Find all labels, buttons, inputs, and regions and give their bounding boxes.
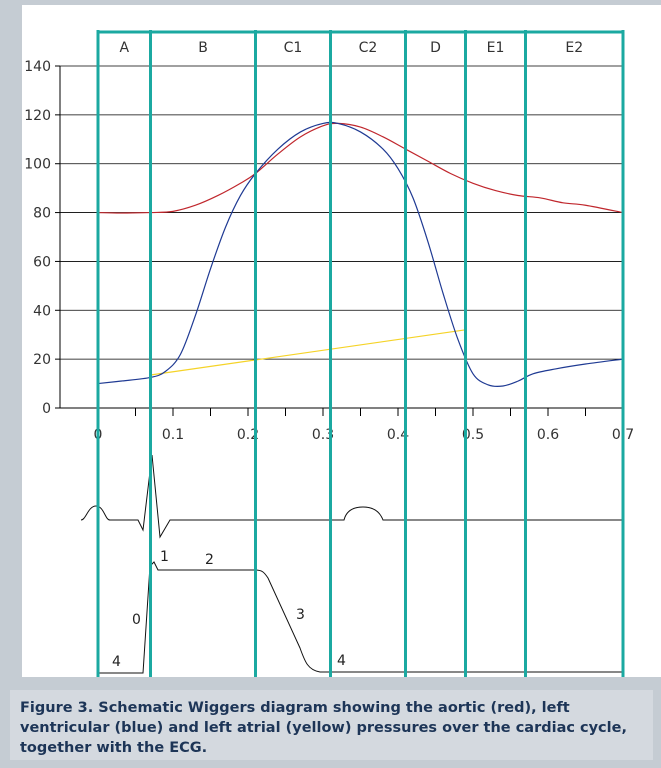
y-tick-label: 140 <box>24 59 51 75</box>
y-tick-label: 20 <box>33 352 51 368</box>
left-atrial-pressure-line <box>150 329 466 376</box>
phase-label: B <box>198 40 208 56</box>
y-tick-label: 0 <box>42 401 51 417</box>
ecg-label: 3 <box>296 607 305 623</box>
y-tick-label: 100 <box>24 157 51 173</box>
phase-label: D <box>430 40 441 56</box>
axes: 02040608010012014000.10.20.30.40.50.60.7 <box>24 59 634 443</box>
phase-dividers: A B C1 C2 D E1 E2 <box>96 30 625 677</box>
ecg-label: 2 <box>205 552 214 568</box>
ecg-label: 4 <box>112 654 121 670</box>
left-ventricular-pressure-line <box>97 121 624 388</box>
ecg-label: 4 <box>337 653 346 669</box>
phase-label: E1 <box>487 40 505 56</box>
frame-bottom <box>10 677 661 690</box>
ecg-label: 0 <box>132 612 141 628</box>
series-group <box>97 121 624 388</box>
ecg-line <box>80 454 623 539</box>
plot-panel <box>22 5 661 677</box>
x-tick-label: 0.6 <box>537 427 559 443</box>
action-potential-line <box>98 561 623 674</box>
ecg-label: 1 <box>160 549 169 565</box>
y-tick-label: 80 <box>33 206 51 222</box>
phase-label: C2 <box>359 40 378 56</box>
x-tick-label: 0.1 <box>162 427 184 443</box>
x-tick-label: 0.2 <box>237 427 259 443</box>
x-tick-label: 0.4 <box>387 427 409 443</box>
y-tick-label: 40 <box>33 303 51 319</box>
phase-label: E2 <box>565 40 583 56</box>
phase-label: C1 <box>284 40 303 56</box>
phase-label: A <box>119 40 129 56</box>
aortic-pressure-line <box>97 122 624 214</box>
x-tick-label: 0.3 <box>312 427 334 443</box>
figure-caption: Figure 3. Schematic Wiggers diagram show… <box>10 690 653 760</box>
y-tick-label: 120 <box>24 108 51 124</box>
y-tick-label: 60 <box>33 254 51 270</box>
x-tick-label: 0.5 <box>462 427 484 443</box>
ecg-trace <box>80 454 623 674</box>
